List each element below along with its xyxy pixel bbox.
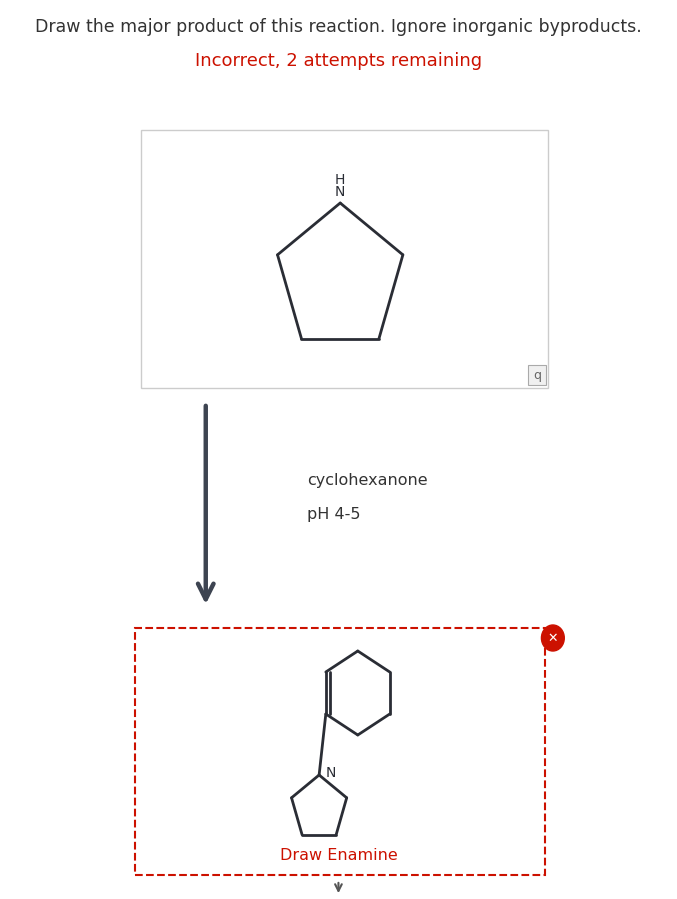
Text: N: N	[335, 185, 345, 199]
Circle shape	[542, 625, 565, 651]
Text: N: N	[325, 766, 336, 780]
Bar	[528, 365, 546, 385]
Text: cyclohexanone: cyclohexanone	[307, 473, 427, 487]
Bar	[135, 628, 545, 875]
Text: Draw the major product of this reaction. Ignore inorganic byproducts.: Draw the major product of this reaction.…	[35, 18, 642, 36]
Text: pH 4-5: pH 4-5	[307, 506, 360, 521]
Text: Incorrect, 2 attempts remaining: Incorrect, 2 attempts remaining	[195, 52, 482, 70]
Bar	[141, 130, 548, 388]
Text: Draw Enamine: Draw Enamine	[280, 848, 397, 862]
Text: ✕: ✕	[548, 631, 558, 645]
Text: q: q	[533, 369, 541, 381]
Text: H: H	[335, 173, 345, 187]
